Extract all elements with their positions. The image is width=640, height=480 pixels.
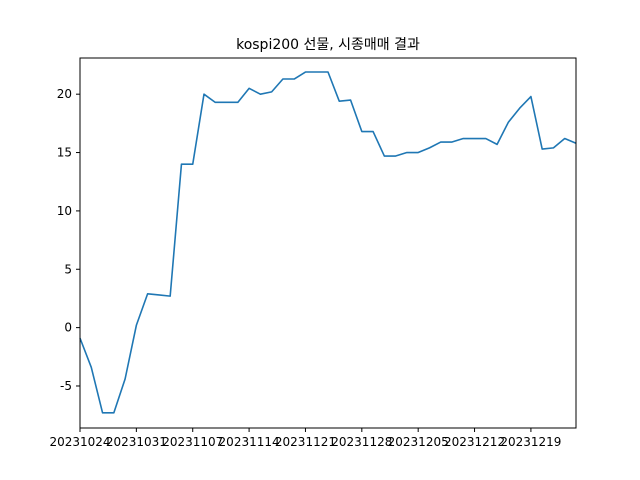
x-tick-label: 20231205 (388, 435, 449, 449)
x-tick-label: 20231121 (275, 435, 336, 449)
axes-frame (79, 57, 577, 429)
x-tick-label: 20231114 (219, 435, 280, 449)
chart-title: kospi200 선물, 시종매매 결과 (236, 37, 420, 53)
x-tick-label: 20231212 (444, 435, 505, 449)
y-tick-label: 15 (57, 146, 72, 160)
x-tick-label: 20231031 (106, 435, 167, 449)
y-tick-label: 10 (57, 204, 72, 218)
x-tick-label: 20231128 (331, 435, 392, 449)
x-tick-label: 20231024 (49, 435, 110, 449)
plot-area: 2023102420231031202311072023111420231121… (49, 57, 577, 449)
x-tick-label: 20231219 (500, 435, 561, 449)
series-line-0 (79, 71, 577, 414)
axes-background (80, 58, 576, 428)
y-tick-label: -5 (60, 379, 72, 393)
x-tick-label: 20231107 (162, 435, 223, 449)
series-layer (79, 71, 577, 414)
x-axis: 2023102420231031202311072023111420231121… (49, 428, 561, 449)
y-tick-label: 5 (64, 262, 72, 276)
y-tick-label: 0 (64, 321, 72, 335)
y-tick-label: 20 (57, 87, 72, 101)
y-axis: -5 0 5 10 15 20 (57, 87, 80, 393)
